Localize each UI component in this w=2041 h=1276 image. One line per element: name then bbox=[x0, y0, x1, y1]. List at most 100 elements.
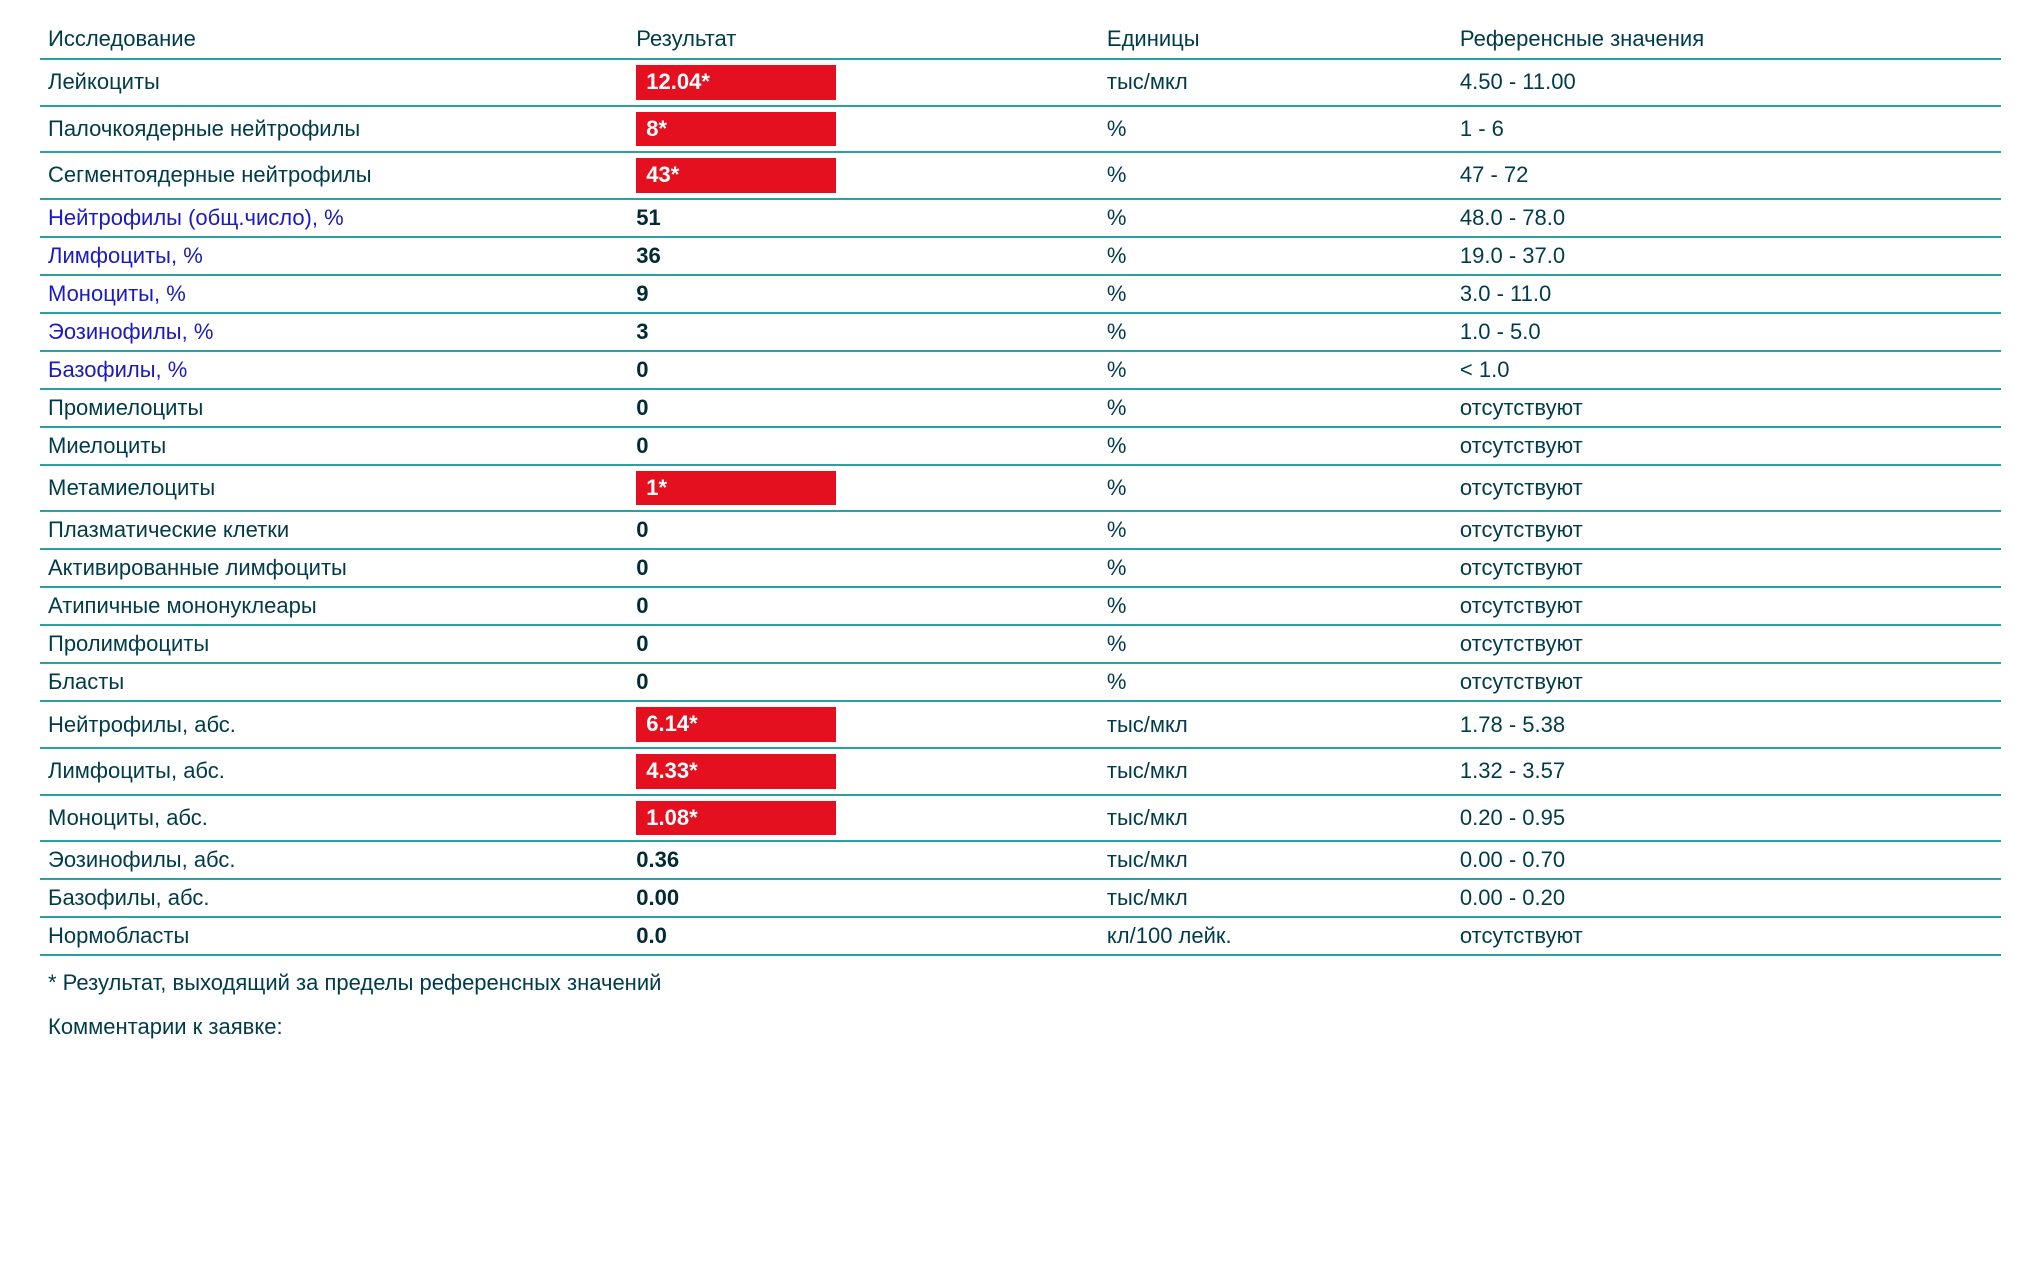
table-row: Атипичные мононуклеары0%отсутствуют bbox=[40, 587, 2001, 625]
cell-reference-range: 1.32 - 3.57 bbox=[1452, 748, 2001, 795]
cell-test-name: Нормобласты bbox=[40, 917, 628, 955]
cell-result: 0 bbox=[628, 427, 1099, 465]
cell-test-name: Лейкоциты bbox=[40, 59, 628, 106]
cell-test-name: Лимфоциты, абс. bbox=[40, 748, 628, 795]
cell-reference-range: 1 - 6 bbox=[1452, 106, 2001, 153]
cell-test-name: Атипичные мононуклеары bbox=[40, 587, 628, 625]
result-value: 0 bbox=[636, 593, 648, 618]
cell-reference-range: 19.0 - 37.0 bbox=[1452, 237, 2001, 275]
cell-units: % bbox=[1099, 549, 1452, 587]
table-row: Бласты0%отсутствуют bbox=[40, 663, 2001, 701]
cell-test-name: Эозинофилы, абс. bbox=[40, 841, 628, 879]
result-out-of-range-badge: 12.04* bbox=[636, 65, 836, 100]
cell-units: тыс/мкл bbox=[1099, 701, 1452, 748]
cell-units: % bbox=[1099, 351, 1452, 389]
table-row: Базофилы, %0%< 1.0 bbox=[40, 351, 2001, 389]
cell-units: % bbox=[1099, 152, 1452, 199]
cell-reference-range: 47 - 72 bbox=[1452, 152, 2001, 199]
result-out-of-range-badge: 43* bbox=[636, 158, 836, 193]
result-value: 0 bbox=[636, 555, 648, 580]
cell-result: 6.14* bbox=[628, 701, 1099, 748]
cell-reference-range: 48.0 - 78.0 bbox=[1452, 199, 2001, 237]
cell-result: 36 bbox=[628, 237, 1099, 275]
result-value: 0.00 bbox=[636, 885, 679, 910]
result-value: 0 bbox=[636, 631, 648, 656]
table-header-row: Исследование Результат Единицы Референсн… bbox=[40, 20, 2001, 59]
table-row: Активированные лимфоциты0%отсутствуют bbox=[40, 549, 2001, 587]
cell-result: 8* bbox=[628, 106, 1099, 153]
cell-reference-range: 1.0 - 5.0 bbox=[1452, 313, 2001, 351]
cell-reference-range: отсутствуют bbox=[1452, 625, 2001, 663]
table-row: Базофилы, абс.0.00тыс/мкл0.00 - 0.20 bbox=[40, 879, 2001, 917]
col-header-units: Единицы bbox=[1099, 20, 1452, 59]
cell-result: 3 bbox=[628, 313, 1099, 351]
result-value: 0 bbox=[636, 395, 648, 420]
col-header-ref: Референсные значения bbox=[1452, 20, 2001, 59]
cell-test-name: Базофилы, % bbox=[40, 351, 628, 389]
result-out-of-range-badge: 1.08* bbox=[636, 801, 836, 836]
cell-test-name: Промиелоциты bbox=[40, 389, 628, 427]
table-row: Пролимфоциты0%отсутствуют bbox=[40, 625, 2001, 663]
result-out-of-range-badge: 8* bbox=[636, 112, 836, 147]
cell-units: тыс/мкл bbox=[1099, 879, 1452, 917]
cell-result: 0.00 bbox=[628, 879, 1099, 917]
table-row: Лимфоциты, абс.4.33*тыс/мкл1.32 - 3.57 bbox=[40, 748, 2001, 795]
cell-test-name: Миелоциты bbox=[40, 427, 628, 465]
out-of-range-footnote: * Результат, выходящий за пределы рефере… bbox=[40, 970, 2001, 996]
cell-reference-range: 0.00 - 0.70 bbox=[1452, 841, 2001, 879]
table-row: Лейкоциты12.04*тыс/мкл4.50 - 11.00 bbox=[40, 59, 2001, 106]
cell-test-name: Лимфоциты, % bbox=[40, 237, 628, 275]
cell-units: % bbox=[1099, 275, 1452, 313]
col-header-name: Исследование bbox=[40, 20, 628, 59]
cell-units: % bbox=[1099, 389, 1452, 427]
table-row: Нормобласты0.0кл/100 лейк.отсутствуют bbox=[40, 917, 2001, 955]
cell-test-name: Активированные лимфоциты bbox=[40, 549, 628, 587]
cell-units: % bbox=[1099, 313, 1452, 351]
cell-units: % bbox=[1099, 511, 1452, 549]
cell-result: 12.04* bbox=[628, 59, 1099, 106]
cell-reference-range: отсутствуют bbox=[1452, 465, 2001, 512]
result-out-of-range-badge: 6.14* bbox=[636, 707, 836, 742]
table-row: Эозинофилы, %3%1.0 - 5.0 bbox=[40, 313, 2001, 351]
cell-units: % bbox=[1099, 106, 1452, 153]
cell-units: % bbox=[1099, 465, 1452, 512]
cell-units: тыс/мкл bbox=[1099, 748, 1452, 795]
cell-test-name: Метамиелоциты bbox=[40, 465, 628, 512]
table-row: Нейтрофилы, абс.6.14*тыс/мкл1.78 - 5.38 bbox=[40, 701, 2001, 748]
table-row: Плазматические клетки0%отсутствуют bbox=[40, 511, 2001, 549]
cell-reference-range: 3.0 - 11.0 bbox=[1452, 275, 2001, 313]
cell-result: 51 bbox=[628, 199, 1099, 237]
cell-result: 9 bbox=[628, 275, 1099, 313]
cell-result: 0 bbox=[628, 663, 1099, 701]
table-row: Промиелоциты 0%отсутствуют bbox=[40, 389, 2001, 427]
cell-units: тыс/мкл bbox=[1099, 795, 1452, 842]
result-value: 0 bbox=[636, 669, 648, 694]
cell-test-name: Моноциты, % bbox=[40, 275, 628, 313]
cell-test-name: Базофилы, абс. bbox=[40, 879, 628, 917]
cell-units: % bbox=[1099, 427, 1452, 465]
cell-result: 1* bbox=[628, 465, 1099, 512]
table-row: Лимфоциты, %36%19.0 - 37.0 bbox=[40, 237, 2001, 275]
cell-reference-range: отсутствуют bbox=[1452, 587, 2001, 625]
cell-reference-range: отсутствуют bbox=[1452, 917, 2001, 955]
table-row: Сегментоядерные нейтрофилы43*%47 - 72 bbox=[40, 152, 2001, 199]
table-row: Миелоциты0%отсутствуют bbox=[40, 427, 2001, 465]
cell-test-name: Плазматические клетки bbox=[40, 511, 628, 549]
cell-test-name: Бласты bbox=[40, 663, 628, 701]
cell-units: тыс/мкл bbox=[1099, 841, 1452, 879]
table-row: Нейтрофилы (общ.число), %51%48.0 - 78.0 bbox=[40, 199, 2001, 237]
cell-reference-range: отсутствуют bbox=[1452, 511, 2001, 549]
col-header-result: Результат bbox=[628, 20, 1099, 59]
cell-reference-range: отсутствуют bbox=[1452, 389, 2001, 427]
result-value: 0 bbox=[636, 433, 648, 458]
cell-result: 43* bbox=[628, 152, 1099, 199]
cell-test-name: Сегментоядерные нейтрофилы bbox=[40, 152, 628, 199]
cell-reference-range: отсутствуют bbox=[1452, 663, 2001, 701]
lab-results-table: Исследование Результат Единицы Референсн… bbox=[40, 20, 2001, 956]
table-row: Моноциты, абс.1.08*тыс/мкл0.20 - 0.95 bbox=[40, 795, 2001, 842]
cell-result: 0 bbox=[628, 587, 1099, 625]
cell-result: 0.36 bbox=[628, 841, 1099, 879]
result-out-of-range-badge: 1* bbox=[636, 471, 836, 506]
cell-reference-range: < 1.0 bbox=[1452, 351, 2001, 389]
cell-test-name: Эозинофилы, % bbox=[40, 313, 628, 351]
